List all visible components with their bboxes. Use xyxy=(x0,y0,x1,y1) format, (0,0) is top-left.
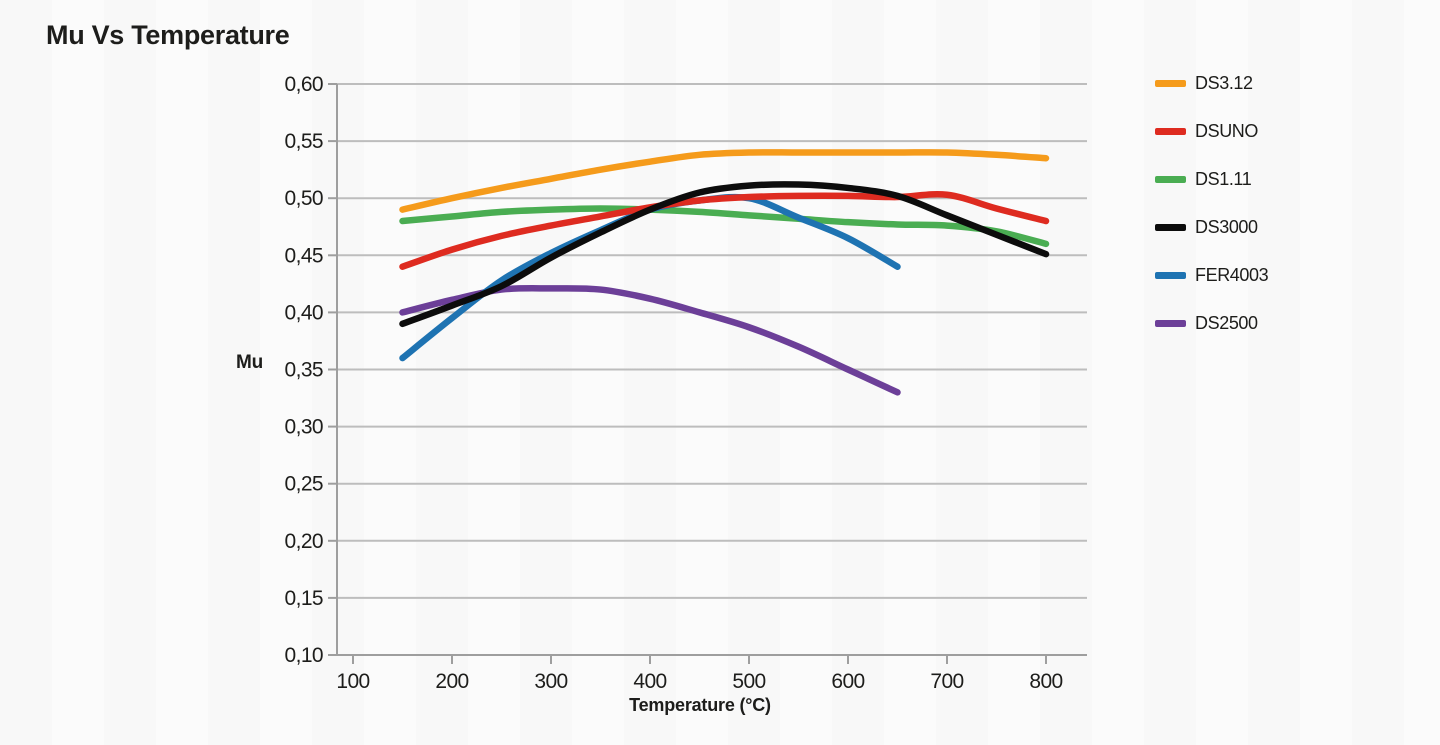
series-line-dsuno xyxy=(399,191,1050,270)
y-tick-label: 0,10 xyxy=(285,644,323,667)
legend-label: DSUNO xyxy=(1195,121,1259,141)
y-tick-label: 0,40 xyxy=(285,301,323,324)
series-line-ds1-11 xyxy=(399,205,1050,248)
x-tick-label: 200 xyxy=(435,670,468,693)
legend-swatch-icon xyxy=(1155,224,1186,231)
legend-item-ds1-11: DS1.11 xyxy=(1155,169,1268,190)
x-tick-label: 800 xyxy=(1029,670,1062,693)
legend-label: DS3.12 xyxy=(1195,73,1253,93)
legend-item-ds3-12: DS3.12 xyxy=(1155,73,1268,94)
legend-swatch-icon xyxy=(1155,272,1186,279)
legend-swatch-icon xyxy=(1155,176,1186,183)
y-tick-label: 0,50 xyxy=(285,187,323,210)
series-line-ds3000 xyxy=(399,181,1050,328)
legend-swatch-icon xyxy=(1155,80,1186,87)
y-tick-label: 0,30 xyxy=(285,416,323,439)
legend-item-ds3000: DS3000 xyxy=(1155,217,1268,238)
legend-label: DS3000 xyxy=(1195,217,1258,237)
x-axis-title: Temperature (°C) xyxy=(629,695,771,715)
series-line-ds3-12 xyxy=(399,149,1050,213)
legend-label: DS1.11 xyxy=(1195,169,1252,189)
legend-label: FER4003 xyxy=(1195,265,1269,285)
legend-item-dsuno: DSUNO xyxy=(1155,121,1268,142)
x-tick-label: 600 xyxy=(831,670,864,693)
legend-swatch-icon xyxy=(1155,320,1186,327)
y-axis-title: Mu xyxy=(236,352,264,373)
legend-item-fer4003: FER4003 xyxy=(1155,265,1269,286)
y-tick-label: 0,15 xyxy=(285,587,323,610)
x-tick-label: 700 xyxy=(930,670,963,693)
y-tick-label: 0,20 xyxy=(285,530,323,553)
legend: DS3.12 DSUNO DS1.11 DS3000 FER4003 DS2500 xyxy=(1155,73,1269,361)
legend-swatch-icon xyxy=(1155,128,1186,135)
x-tick-label: 500 xyxy=(732,670,765,693)
y-tick-label: 0,25 xyxy=(285,473,323,496)
y-tick-label: 0,60 xyxy=(285,73,323,96)
legend-label: DS2500 xyxy=(1195,313,1258,333)
x-tick-label: 400 xyxy=(633,670,666,693)
y-tick-label: 0,55 xyxy=(285,130,323,153)
y-tick-label: 0,45 xyxy=(285,244,323,267)
chart-title: Mu Vs Temperature xyxy=(46,20,290,50)
legend-item-ds2500: DS2500 xyxy=(1155,313,1268,334)
x-tick-label: 300 xyxy=(534,670,567,693)
x-tick-label: 100 xyxy=(336,670,369,693)
y-tick-label: 0,35 xyxy=(285,359,323,382)
series-line-ds2500 xyxy=(399,285,901,396)
